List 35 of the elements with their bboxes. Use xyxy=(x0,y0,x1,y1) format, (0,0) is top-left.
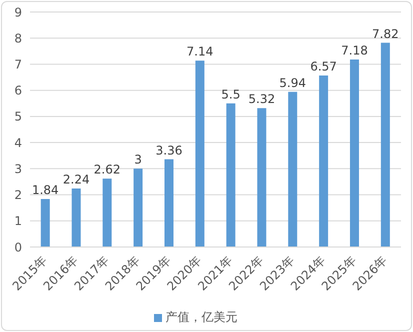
y-tick-label: 2 xyxy=(14,188,22,202)
y-tick-label: 1 xyxy=(14,214,22,228)
bar xyxy=(288,92,298,247)
data-label: 6.57 xyxy=(310,59,337,74)
y-tick-label: 4 xyxy=(14,136,22,150)
bar xyxy=(102,178,112,247)
data-label: 2.24 xyxy=(62,172,90,187)
data-label: 5.5 xyxy=(221,87,240,102)
data-label: 1.84 xyxy=(32,182,59,197)
data-label: 3.36 xyxy=(156,143,182,158)
y-tick-label: 0 xyxy=(14,240,22,254)
y-tick-label: 8 xyxy=(14,31,22,46)
bar xyxy=(257,108,266,247)
data-label: 5.32 xyxy=(248,92,276,106)
y-tick-label: 7 xyxy=(14,57,22,72)
bar xyxy=(380,42,390,247)
data-label: 5.94 xyxy=(279,76,306,90)
y-tick-label: 9 xyxy=(14,5,22,20)
bar xyxy=(40,198,50,247)
data-label: 2.62 xyxy=(94,162,121,177)
bar xyxy=(164,159,174,247)
y-tick-label: 5 xyxy=(14,110,22,124)
data-label: 3 xyxy=(134,152,142,167)
data-label: 7.82 xyxy=(372,26,399,41)
y-tick-label: 3 xyxy=(14,162,22,176)
bar xyxy=(350,60,359,247)
bar xyxy=(134,168,143,247)
data-label: 7.18 xyxy=(341,44,368,58)
legend-label: 产值，亿美元 xyxy=(166,310,238,324)
bar xyxy=(319,75,328,247)
data-label: 7.14 xyxy=(186,44,214,59)
bar xyxy=(72,188,81,247)
bar xyxy=(195,60,204,247)
y-tick-label: 6 xyxy=(14,84,22,98)
bar xyxy=(226,103,236,247)
